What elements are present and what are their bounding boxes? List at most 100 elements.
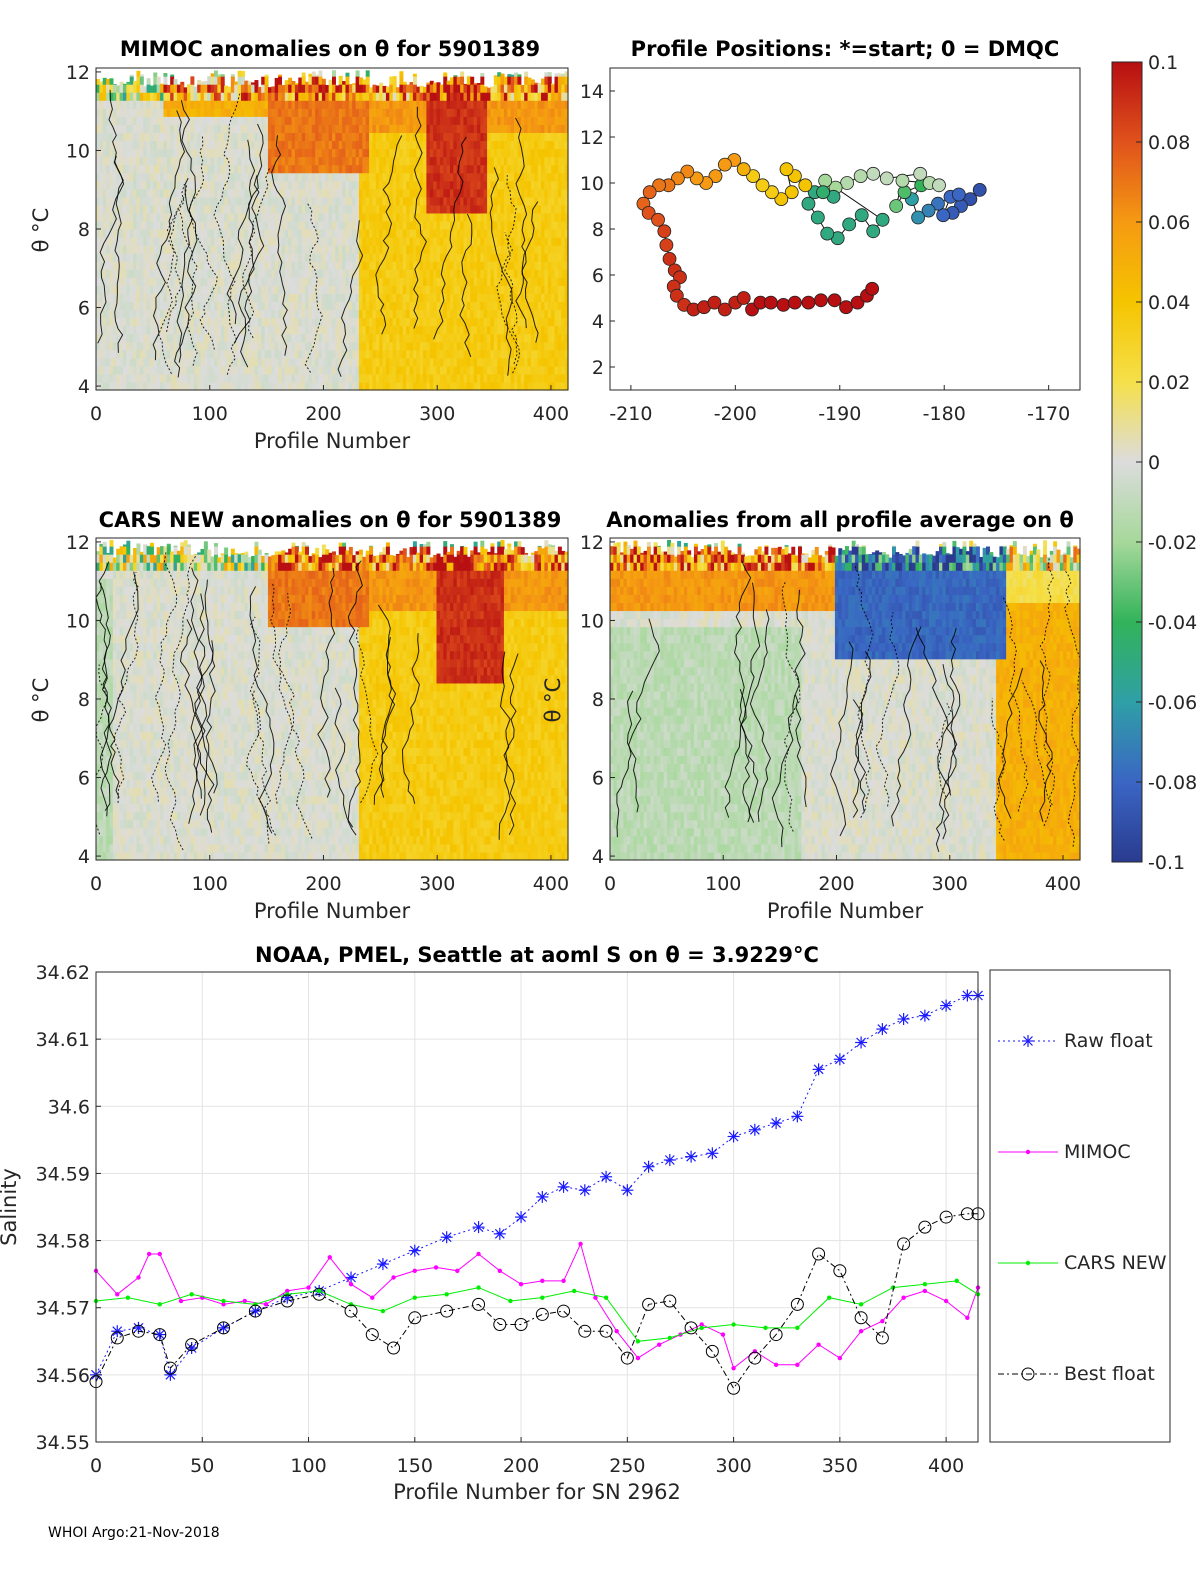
heatmap-cell bbox=[460, 76, 465, 85]
heatmap-cell bbox=[318, 156, 323, 166]
heatmap-cell bbox=[122, 261, 127, 270]
heatmap-cell bbox=[207, 309, 212, 319]
heatmap-cell bbox=[183, 357, 188, 367]
heatmap-cell bbox=[119, 140, 124, 150]
heatmap-cell bbox=[153, 269, 158, 278]
heatmap-cell bbox=[365, 70, 370, 77]
heatmap-cell bbox=[166, 212, 171, 222]
heatmap-cell bbox=[271, 196, 276, 206]
heatmap-cell bbox=[210, 237, 215, 246]
heatmap-cell bbox=[146, 78, 151, 85]
heatmap-cell bbox=[214, 172, 218, 182]
heatmap-cell bbox=[126, 357, 131, 367]
heatmap-cell bbox=[365, 204, 370, 214]
heatmap-cell bbox=[166, 357, 171, 367]
heatmap-cell bbox=[102, 317, 107, 327]
heatmap-cell bbox=[136, 309, 141, 319]
heatmap-cell bbox=[342, 212, 347, 222]
heatmap-cell bbox=[119, 237, 124, 246]
heatmap-cell bbox=[133, 100, 138, 109]
heatmap-cell bbox=[136, 373, 141, 383]
heatmap-cell bbox=[143, 245, 148, 254]
heatmap-cell bbox=[133, 124, 138, 133]
heatmap-cell bbox=[143, 100, 148, 109]
heatmap-cell bbox=[153, 92, 158, 101]
heatmap-cell bbox=[507, 180, 512, 190]
heatmap-cell bbox=[507, 204, 512, 214]
heatmap-cell bbox=[180, 261, 185, 270]
heatmap-cell bbox=[190, 180, 195, 190]
heatmap-cell bbox=[96, 188, 100, 198]
heatmap-cell bbox=[203, 212, 208, 222]
heatmap-cell bbox=[170, 212, 175, 222]
heatmap-cell bbox=[197, 80, 202, 85]
panel-mimoc: MIMOC anomalies on θ for 5901389 0 100 200… bbox=[29, 37, 569, 453]
heatmap-cell bbox=[119, 373, 124, 383]
heatmap-cell bbox=[183, 100, 188, 109]
heatmap-cell bbox=[129, 132, 134, 142]
heatmap-cell bbox=[507, 164, 512, 174]
heatmap-cell bbox=[146, 100, 151, 109]
heatmap-cell bbox=[160, 84, 165, 93]
heatmap-cell bbox=[109, 373, 114, 383]
heatmap-cell bbox=[143, 172, 148, 182]
heatmap-cell bbox=[318, 196, 323, 206]
heatmap-cell bbox=[207, 261, 212, 270]
heatmap-cell bbox=[129, 188, 134, 198]
heatmap-cell bbox=[106, 92, 111, 101]
heatmap-cell bbox=[139, 357, 144, 367]
heatmap-cell bbox=[166, 148, 171, 158]
heatmap-cell bbox=[180, 116, 185, 125]
heatmap-cell bbox=[318, 365, 323, 375]
heatmap-cell bbox=[197, 261, 202, 270]
heatmap-cell bbox=[183, 164, 188, 174]
heatmap-cell bbox=[389, 204, 394, 214]
heatmap-cell bbox=[122, 349, 127, 359]
heatmap-cell bbox=[143, 325, 148, 335]
heatmap-cell bbox=[412, 220, 417, 230]
heatmap-cell bbox=[214, 220, 218, 230]
heatmap-cell bbox=[190, 357, 195, 367]
heatmap-cell bbox=[271, 132, 276, 142]
heatmap-cell bbox=[483, 341, 488, 351]
heatmap-cell bbox=[180, 212, 185, 222]
heatmap-cell bbox=[129, 285, 134, 294]
heatmap-cell bbox=[153, 253, 158, 262]
heatmap-cell bbox=[365, 164, 370, 174]
heatmap-cell bbox=[102, 277, 107, 286]
heatmap-cell bbox=[160, 229, 165, 238]
heatmap-cell bbox=[122, 100, 127, 109]
heatmap-cell bbox=[207, 196, 212, 206]
heatmap-cell bbox=[102, 84, 107, 93]
heatmap-cell bbox=[173, 220, 178, 230]
heatmap-cell bbox=[170, 301, 175, 311]
heatmap-cell bbox=[109, 333, 114, 343]
heatmap-cell bbox=[203, 108, 208, 117]
heatmap-cell bbox=[183, 237, 188, 246]
heatmap-cell bbox=[170, 74, 175, 77]
heatmap-cell bbox=[173, 180, 178, 190]
heatmap-cell bbox=[207, 373, 212, 383]
heatmap-cell bbox=[99, 84, 104, 93]
heatmap-cell bbox=[507, 84, 512, 93]
heatmap-cell bbox=[412, 357, 417, 367]
heatmap-cell bbox=[187, 172, 191, 182]
heatmap-cell bbox=[190, 373, 195, 383]
heatmap-cell bbox=[436, 100, 441, 109]
heatmap-cell bbox=[294, 156, 299, 166]
heatmap-cell bbox=[126, 325, 131, 335]
heatmap-cell bbox=[190, 253, 195, 262]
heatmap-cell bbox=[207, 253, 212, 262]
heatmap-cell bbox=[190, 188, 195, 198]
heatmap-cell bbox=[187, 108, 191, 117]
heatmap-cell bbox=[483, 373, 488, 383]
heatmap-cell bbox=[146, 317, 151, 327]
heatmap-cell bbox=[99, 373, 104, 383]
heatmap-cell bbox=[129, 381, 134, 391]
heatmap-cell bbox=[483, 357, 488, 367]
heatmap-cell bbox=[207, 229, 212, 238]
heatmap-cell bbox=[153, 245, 158, 254]
heatmap-cell bbox=[160, 164, 165, 174]
heatmap-cell bbox=[166, 204, 171, 214]
heatmap-cell bbox=[183, 245, 188, 254]
